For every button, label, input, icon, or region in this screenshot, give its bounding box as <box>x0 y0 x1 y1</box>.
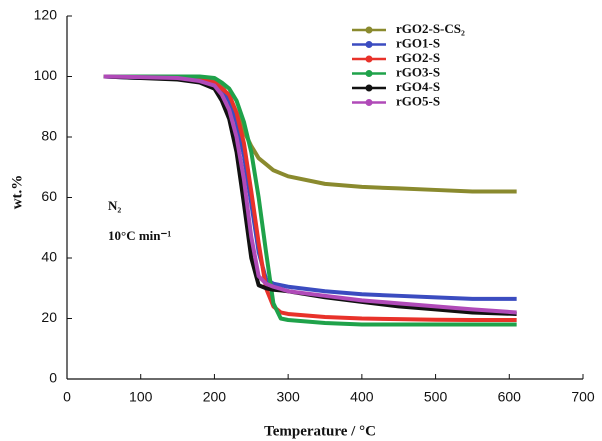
legend-label: rGO5-S <box>396 93 440 108</box>
x-tick-label: 500 <box>424 389 448 405</box>
legend-label: rGO2-S <box>396 50 440 65</box>
y-tick-label: 40 <box>41 249 57 265</box>
legend-marker <box>365 26 373 34</box>
data-line <box>103 74 517 194</box>
data-line <box>103 74 517 316</box>
legend-label: rGO1-S <box>396 35 440 50</box>
y-tick-label: 120 <box>34 7 58 23</box>
legend-label: rGO3-S <box>396 64 440 79</box>
x-tick-label: 700 <box>571 389 595 405</box>
data-line <box>103 74 517 327</box>
y-tick-label: 80 <box>41 128 57 144</box>
x-tick-label: 400 <box>350 389 374 405</box>
annotation: N₂ <box>108 198 121 213</box>
legend-label: rGO4-S <box>396 79 440 94</box>
x-tick-label: 600 <box>498 389 522 405</box>
y-tick-label: 0 <box>49 370 57 386</box>
x-tick-label: 300 <box>276 389 300 405</box>
y-axis-label: wt.% <box>9 175 25 210</box>
legend-marker <box>365 55 373 63</box>
annotation: 10°C min⁻¹ <box>108 228 171 243</box>
x-tick-label: 100 <box>129 389 153 405</box>
x-tick-label: 0 <box>63 389 71 405</box>
x-tick-label: 200 <box>203 389 227 405</box>
x-axis-label: Temperature / °C <box>264 423 376 439</box>
legend-label: rGO2-S-CS₂ <box>396 21 465 36</box>
data-line <box>103 74 517 315</box>
legend-marker <box>365 84 373 92</box>
legend-marker <box>365 41 373 48</box>
legend-marker <box>365 70 373 77</box>
y-tick-label: 20 <box>41 309 57 325</box>
legend-marker <box>365 99 373 106</box>
y-tick-label: 60 <box>41 188 57 204</box>
data-line <box>103 74 517 323</box>
y-tick-label: 100 <box>34 67 58 83</box>
data-line <box>103 74 517 301</box>
